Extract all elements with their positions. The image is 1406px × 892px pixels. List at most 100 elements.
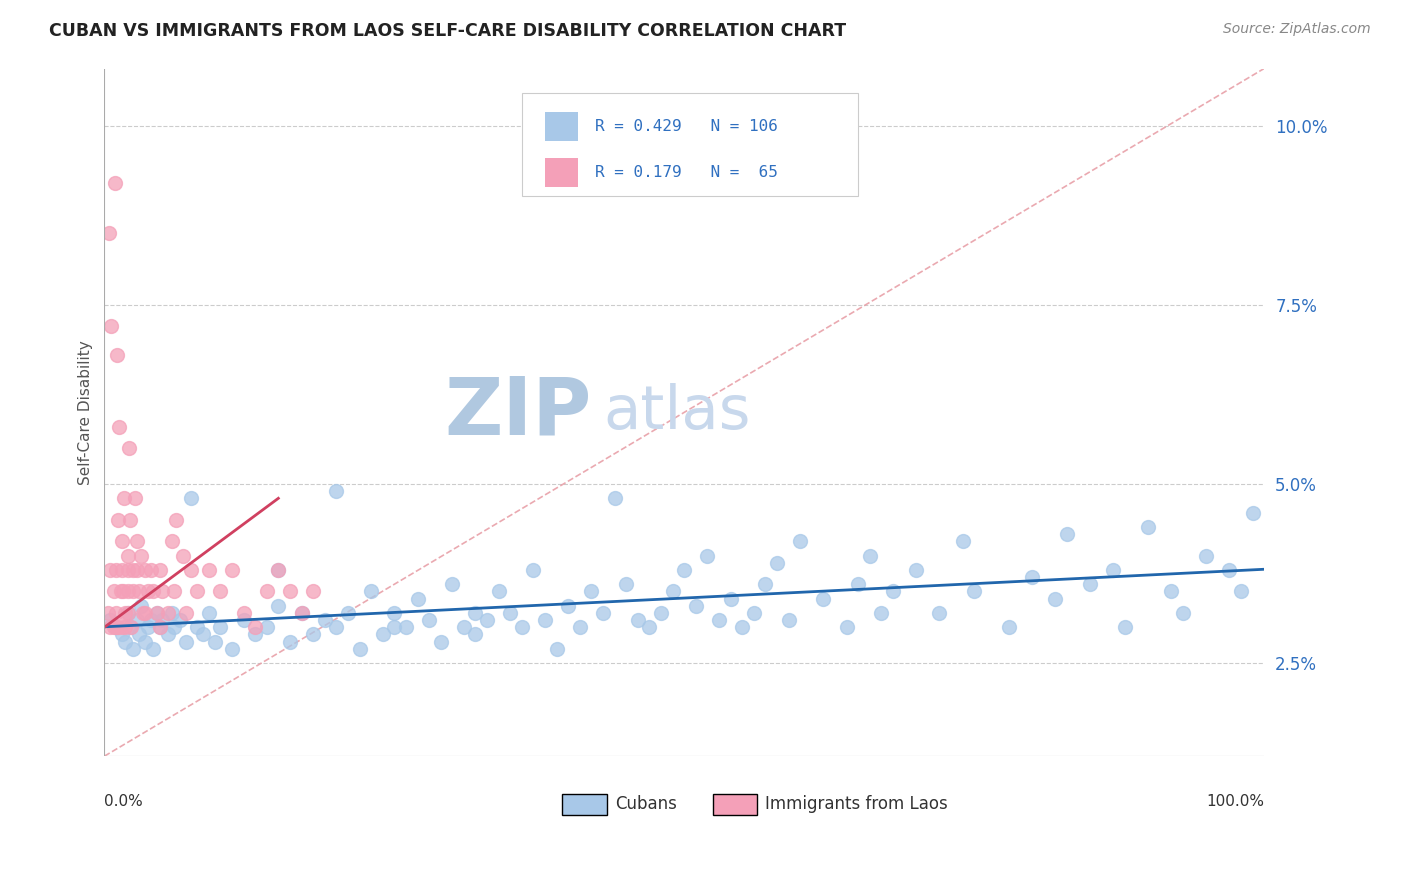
Point [107, 620, 129, 634]
Point [754, 577, 776, 591]
Point [100, 319, 122, 334]
Y-axis label: Self-Care Disability: Self-Care Disability [79, 340, 93, 484]
Point [114, 606, 136, 620]
Point [131, 549, 153, 563]
Point [963, 584, 986, 599]
Point [111, 584, 134, 599]
Point [859, 549, 882, 563]
Point [453, 620, 475, 634]
Point [104, 176, 127, 190]
Point [1218, 563, 1240, 577]
FancyBboxPatch shape [713, 794, 758, 814]
Point [325, 484, 347, 499]
Point [882, 584, 904, 599]
Point [117, 606, 139, 620]
Point [125, 534, 148, 549]
Point [111, 620, 134, 634]
Point [160, 606, 183, 620]
Point [97, 606, 120, 620]
Point [149, 620, 172, 634]
Point [1114, 620, 1136, 634]
Point [117, 563, 139, 577]
Point [174, 634, 197, 648]
Point [546, 641, 568, 656]
Point [290, 606, 312, 620]
Point [267, 563, 290, 577]
Point [128, 584, 150, 599]
FancyBboxPatch shape [562, 794, 606, 814]
Point [349, 641, 371, 656]
Text: 100.0%: 100.0% [1206, 794, 1264, 809]
Point [522, 563, 544, 577]
Point [112, 491, 135, 506]
Point [1056, 527, 1078, 541]
Point [104, 620, 127, 634]
Point [534, 613, 557, 627]
Point [1137, 520, 1160, 534]
Point [998, 620, 1021, 634]
Point [111, 563, 134, 577]
Point [104, 563, 127, 577]
FancyBboxPatch shape [522, 93, 858, 195]
Point [197, 563, 219, 577]
Point [557, 599, 579, 613]
Point [568, 620, 591, 634]
Point [134, 634, 156, 648]
Point [614, 577, 637, 591]
Text: Cubans: Cubans [614, 796, 676, 814]
Point [813, 591, 835, 606]
Point [149, 563, 172, 577]
Point [160, 534, 183, 549]
Point [846, 577, 869, 591]
Point [163, 620, 186, 634]
Point [118, 513, 141, 527]
Point [1045, 591, 1067, 606]
Point [114, 634, 136, 648]
Point [510, 620, 533, 634]
Point [267, 563, 290, 577]
Point [103, 584, 125, 599]
Point [581, 584, 603, 599]
Point [336, 606, 359, 620]
Point [104, 606, 127, 620]
Point [186, 620, 208, 634]
Point [122, 584, 145, 599]
Point [1021, 570, 1043, 584]
Point [638, 620, 661, 634]
Point [163, 584, 186, 599]
Point [395, 620, 418, 634]
Point [1078, 577, 1101, 591]
Point [742, 606, 765, 620]
Point [197, 606, 219, 620]
Point [118, 441, 141, 455]
Point [673, 563, 696, 577]
Point [325, 620, 347, 634]
Text: CUBAN VS IMMIGRANTS FROM LAOS SELF-CARE DISABILITY CORRELATION CHART: CUBAN VS IMMIGRANTS FROM LAOS SELF-CARE … [49, 22, 846, 40]
Point [157, 606, 180, 620]
Point [928, 606, 950, 620]
Point [117, 549, 139, 563]
Point [475, 613, 498, 627]
Point [464, 606, 486, 620]
Point [172, 549, 194, 563]
Point [122, 563, 145, 577]
Text: R = 0.179   N =  65: R = 0.179 N = 65 [595, 165, 778, 180]
Point [145, 606, 167, 620]
Point [114, 620, 136, 634]
Point [952, 534, 974, 549]
Point [169, 613, 191, 627]
Point [314, 613, 336, 627]
Text: R = 0.429   N = 106: R = 0.429 N = 106 [595, 119, 778, 134]
Point [111, 534, 134, 549]
Point [441, 577, 464, 591]
Point [905, 563, 928, 577]
Point [122, 641, 145, 656]
Point [243, 620, 266, 634]
Point [110, 584, 132, 599]
Point [418, 613, 440, 627]
Point [138, 584, 160, 599]
Point [180, 563, 202, 577]
Point [134, 606, 156, 620]
Text: Source: ZipAtlas.com: Source: ZipAtlas.com [1223, 22, 1371, 37]
Point [209, 620, 232, 634]
